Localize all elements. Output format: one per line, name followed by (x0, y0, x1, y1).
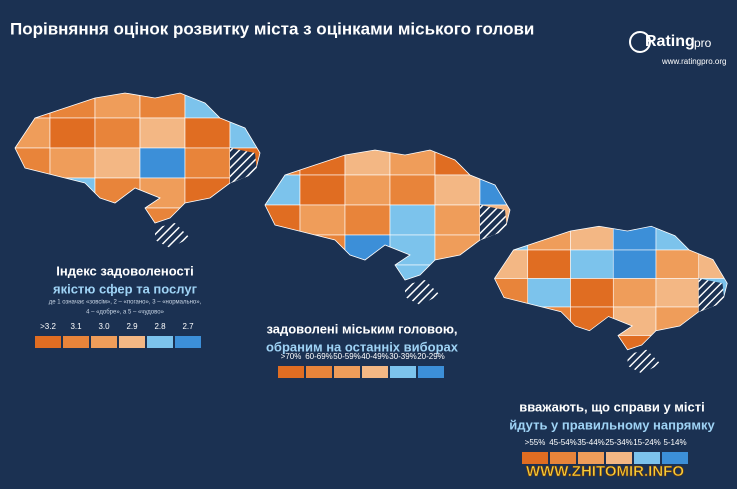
region (299, 204, 346, 236)
legend-label: >55% (525, 438, 546, 447)
legend-note: 4 – «добре», а 5 – «чудово» (86, 310, 165, 316)
legend-swatch (418, 366, 444, 378)
legend-title: Індекс задоволеності (56, 263, 193, 278)
legend-swatch (119, 336, 145, 348)
legend-title: обраним на останніх виборах (266, 339, 459, 354)
region (434, 204, 481, 236)
legend-label: 2.7 (182, 322, 194, 331)
legend-swatch (175, 336, 201, 348)
legend-swatch (390, 366, 416, 378)
region (389, 174, 436, 206)
region (184, 147, 231, 179)
legend-label: 45-54% (549, 438, 577, 447)
legend-swatch (306, 366, 332, 378)
legend-swatch (362, 366, 388, 378)
logo-url: www.ratingpro.org (661, 57, 726, 66)
legend-swatch (550, 452, 576, 464)
legend-title: якістю сфер та послуг (53, 281, 198, 296)
occupied-east (230, 148, 257, 183)
region (139, 93, 186, 119)
legend-swatch (578, 452, 604, 464)
region (612, 278, 657, 308)
crimea (155, 223, 190, 248)
logo-suffix: pro (694, 36, 712, 50)
legend-label: 15-24% (633, 438, 661, 447)
region (344, 204, 391, 236)
region (49, 147, 96, 179)
region (299, 174, 346, 206)
region (139, 117, 186, 149)
region (389, 150, 436, 176)
region (94, 147, 141, 179)
watermark: WWW.ZHITOMIR.INFO (526, 463, 684, 480)
legend-label: 20-29% (417, 352, 445, 361)
crimea (627, 349, 661, 374)
region (570, 249, 614, 279)
legend-swatch (63, 336, 89, 348)
legend-note: де 1 означає «зовсім», 2 – «погано», 3 –… (49, 300, 202, 306)
region (655, 278, 700, 308)
legend-label: 60-69% (305, 352, 333, 361)
legend-label: 30-39% (389, 352, 417, 361)
legend-swatch (522, 452, 548, 464)
legend-label: 3.1 (70, 322, 82, 331)
logo: Rating (645, 33, 695, 50)
region (94, 93, 141, 119)
legend-swatch (606, 452, 632, 464)
legend-label: 2.9 (126, 322, 138, 331)
occupied-east (698, 278, 725, 312)
region (527, 249, 571, 279)
region (434, 174, 481, 206)
legend-title: вважають, що справи у місті (519, 399, 705, 414)
legend-label: >70% (281, 352, 302, 361)
occupied-east (480, 205, 507, 240)
legend-label: 50-59% (333, 352, 361, 361)
region (344, 174, 391, 206)
legend-swatch (147, 336, 173, 348)
legend-title: йдуть у правильному напрямку (509, 417, 715, 432)
legend-label: 2.8 (154, 322, 166, 331)
legend-swatch (662, 452, 688, 464)
region (527, 278, 571, 308)
region (389, 204, 436, 236)
region (184, 117, 231, 149)
region (655, 249, 700, 279)
legend-swatch (278, 366, 304, 378)
legend-title: задоволені міським головою, (266, 321, 457, 336)
legend-label: >3.2 (40, 322, 56, 331)
legend-label: 3.0 (98, 322, 110, 331)
legend-label: 25-34% (605, 438, 633, 447)
region (612, 249, 657, 279)
legend-swatch (91, 336, 117, 348)
crimea (405, 280, 440, 305)
legend-swatch (634, 452, 660, 464)
logo-icon (629, 31, 651, 53)
region (139, 147, 186, 179)
legend-label: 35-44% (577, 438, 605, 447)
legend-label: 5-14% (663, 438, 686, 447)
title: Порівняння оцінок розвитку міста з оцінк… (10, 19, 534, 38)
legend-label: 40-49% (361, 352, 389, 361)
legend-swatch (35, 336, 61, 348)
region (49, 117, 96, 149)
legend-swatch (334, 366, 360, 378)
region (344, 150, 391, 176)
region (94, 117, 141, 149)
region (570, 278, 614, 308)
